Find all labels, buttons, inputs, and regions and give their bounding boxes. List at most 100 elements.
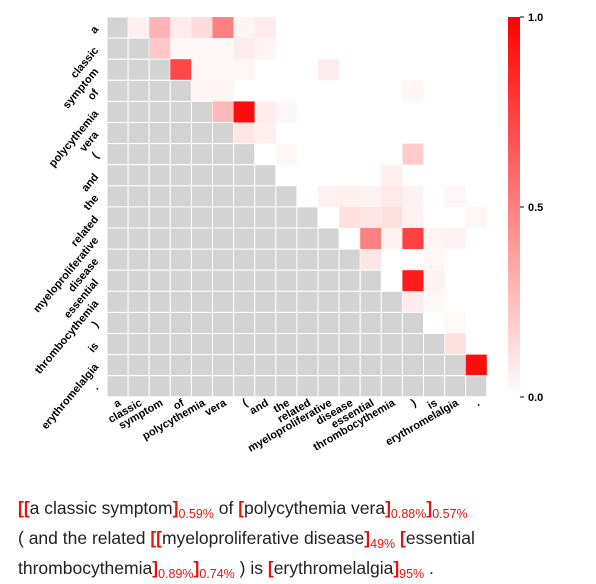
caption-text: .	[424, 558, 434, 578]
masked-cell	[127, 333, 150, 356]
masked-cell	[380, 354, 403, 377]
masked-cell	[359, 375, 382, 398]
masked-cell	[359, 311, 382, 334]
masked-cell	[212, 333, 235, 356]
masked-cell	[233, 164, 256, 187]
masked-cell	[212, 206, 235, 229]
caption-text: ) is	[234, 558, 268, 578]
caption-text: thrombocythemia	[18, 558, 153, 578]
masked-cell	[296, 206, 319, 229]
masked-cell	[190, 269, 213, 292]
masked-cell	[127, 79, 150, 102]
masked-cell	[190, 122, 213, 145]
caption-bracket: [	[238, 498, 245, 518]
masked-cell	[127, 164, 150, 187]
masked-cell	[359, 354, 382, 377]
heat-cell	[212, 38, 234, 60]
masked-cell	[212, 290, 235, 313]
heat-cell	[444, 228, 466, 250]
caption-bracket: ]	[193, 558, 200, 578]
row-label: (	[90, 150, 102, 161]
masked-cell	[127, 37, 150, 60]
masked-cell	[465, 375, 488, 398]
masked-cell	[317, 248, 340, 271]
masked-cell	[275, 290, 298, 313]
heat-cell	[339, 206, 361, 228]
masked-cell	[106, 58, 129, 81]
masked-cell	[212, 164, 235, 187]
masked-cell	[169, 333, 192, 356]
masked-cell	[317, 269, 340, 292]
masked-cell	[444, 375, 467, 398]
masked-cell	[127, 100, 150, 124]
masked-cell	[296, 227, 319, 250]
caption-bracket: ]	[426, 498, 433, 518]
heat-cell	[444, 185, 466, 207]
heat-cell	[423, 291, 445, 313]
masked-cell	[169, 290, 192, 313]
masked-cell	[275, 354, 298, 377]
heat-cell	[381, 206, 403, 228]
masked-cell	[148, 375, 171, 398]
masked-cell	[106, 16, 129, 39]
row-label: erythromelalgia	[39, 361, 101, 432]
masked-cell	[169, 185, 192, 208]
masked-cell	[106, 290, 129, 313]
caption-bracket: [[	[18, 498, 30, 518]
masked-cell	[359, 333, 382, 356]
caption-score: 0.88%	[390, 507, 427, 521]
heat-cell	[254, 122, 276, 144]
masked-cell	[148, 164, 171, 187]
masked-cell	[338, 333, 361, 356]
heat-cell	[233, 38, 255, 60]
heat-cell	[212, 80, 234, 102]
heat-cell	[191, 80, 213, 102]
caption-bracket: [	[267, 558, 274, 578]
column-label: .	[473, 397, 482, 409]
heat-cell	[402, 291, 424, 313]
caption-line: ( and the related [[myeloproliferative d…	[18, 524, 593, 554]
masked-cell	[106, 227, 129, 250]
caption-bracket: ]	[393, 558, 400, 578]
heat-cell	[423, 228, 445, 250]
masked-cell	[233, 375, 256, 398]
masked-cell	[106, 206, 129, 229]
masked-cell	[296, 333, 319, 356]
masked-cell	[401, 375, 424, 398]
heat-cell	[465, 354, 487, 376]
column-label: vera	[203, 397, 229, 419]
masked-cell	[233, 227, 256, 250]
masked-cell	[317, 311, 340, 334]
masked-cell	[212, 375, 235, 398]
heat-cell	[170, 38, 192, 60]
masked-cell	[296, 290, 319, 313]
masked-cell	[275, 185, 298, 208]
heat-cell	[444, 312, 466, 334]
column-label: and	[248, 397, 271, 417]
masked-cell	[169, 100, 192, 124]
masked-cell	[212, 143, 235, 166]
masked-cell	[190, 354, 213, 377]
masked-cell	[190, 248, 213, 271]
heat-cell	[212, 101, 234, 123]
masked-cell	[233, 143, 256, 166]
column-label: (	[240, 397, 249, 409]
masked-cell	[254, 164, 277, 187]
masked-cell	[169, 143, 192, 166]
masked-cell	[254, 311, 277, 334]
masked-cell	[233, 333, 256, 356]
masked-cell	[169, 311, 192, 334]
masked-cell	[127, 227, 150, 250]
column-label: )	[409, 397, 418, 409]
masked-cell	[380, 333, 403, 356]
masked-cell	[338, 269, 361, 292]
masked-cell	[233, 185, 256, 208]
caption-bracket: ]	[172, 498, 179, 518]
masked-cell	[148, 248, 171, 271]
heat-cell	[318, 59, 340, 81]
masked-cell	[233, 290, 256, 313]
masked-cell	[106, 354, 129, 377]
heat-cell	[402, 185, 424, 207]
heat-cell	[212, 17, 234, 39]
masked-cell	[106, 248, 129, 271]
